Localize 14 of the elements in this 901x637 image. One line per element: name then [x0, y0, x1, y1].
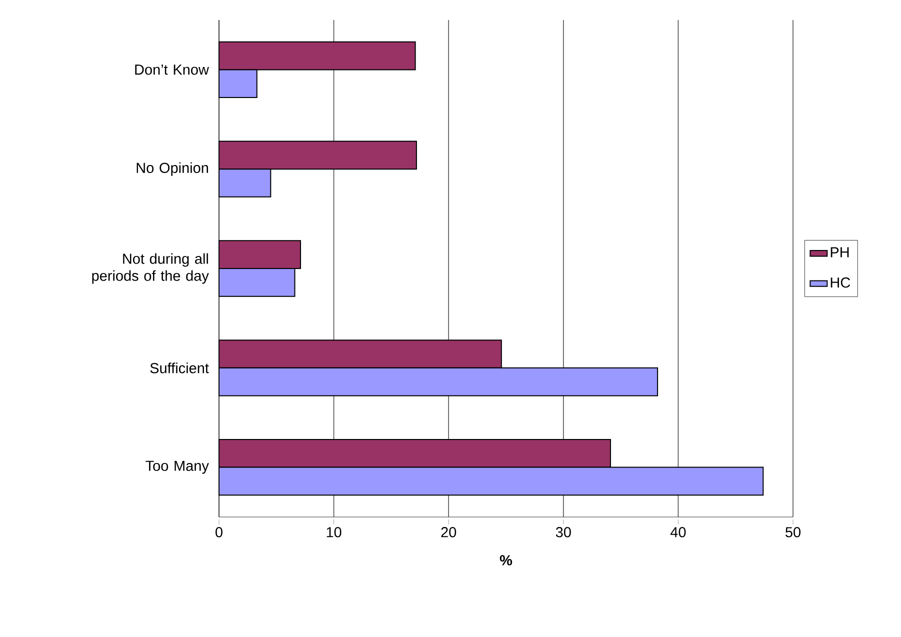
x-axis-title: %: [500, 555, 512, 566]
y-tick-label: No Opinion: [136, 162, 208, 176]
x-tick-label: 20: [441, 527, 456, 538]
x-tick-label: 40: [670, 527, 686, 538]
y-tick-label: Sufficient: [150, 362, 209, 374]
legend-label: HC: [830, 277, 850, 288]
x-tick-label: 50: [786, 527, 801, 538]
legend-label: PH: [830, 247, 849, 258]
x-tick-label: 10: [326, 527, 342, 538]
y-tick-label: Don’t Know: [135, 64, 209, 75]
x-tick-label: 30: [556, 527, 571, 538]
y-tick-label: Not during all periods of the day: [92, 253, 209, 284]
y-tick-label: Too Many: [146, 460, 209, 474]
x-tick-label: 0: [216, 527, 222, 538]
